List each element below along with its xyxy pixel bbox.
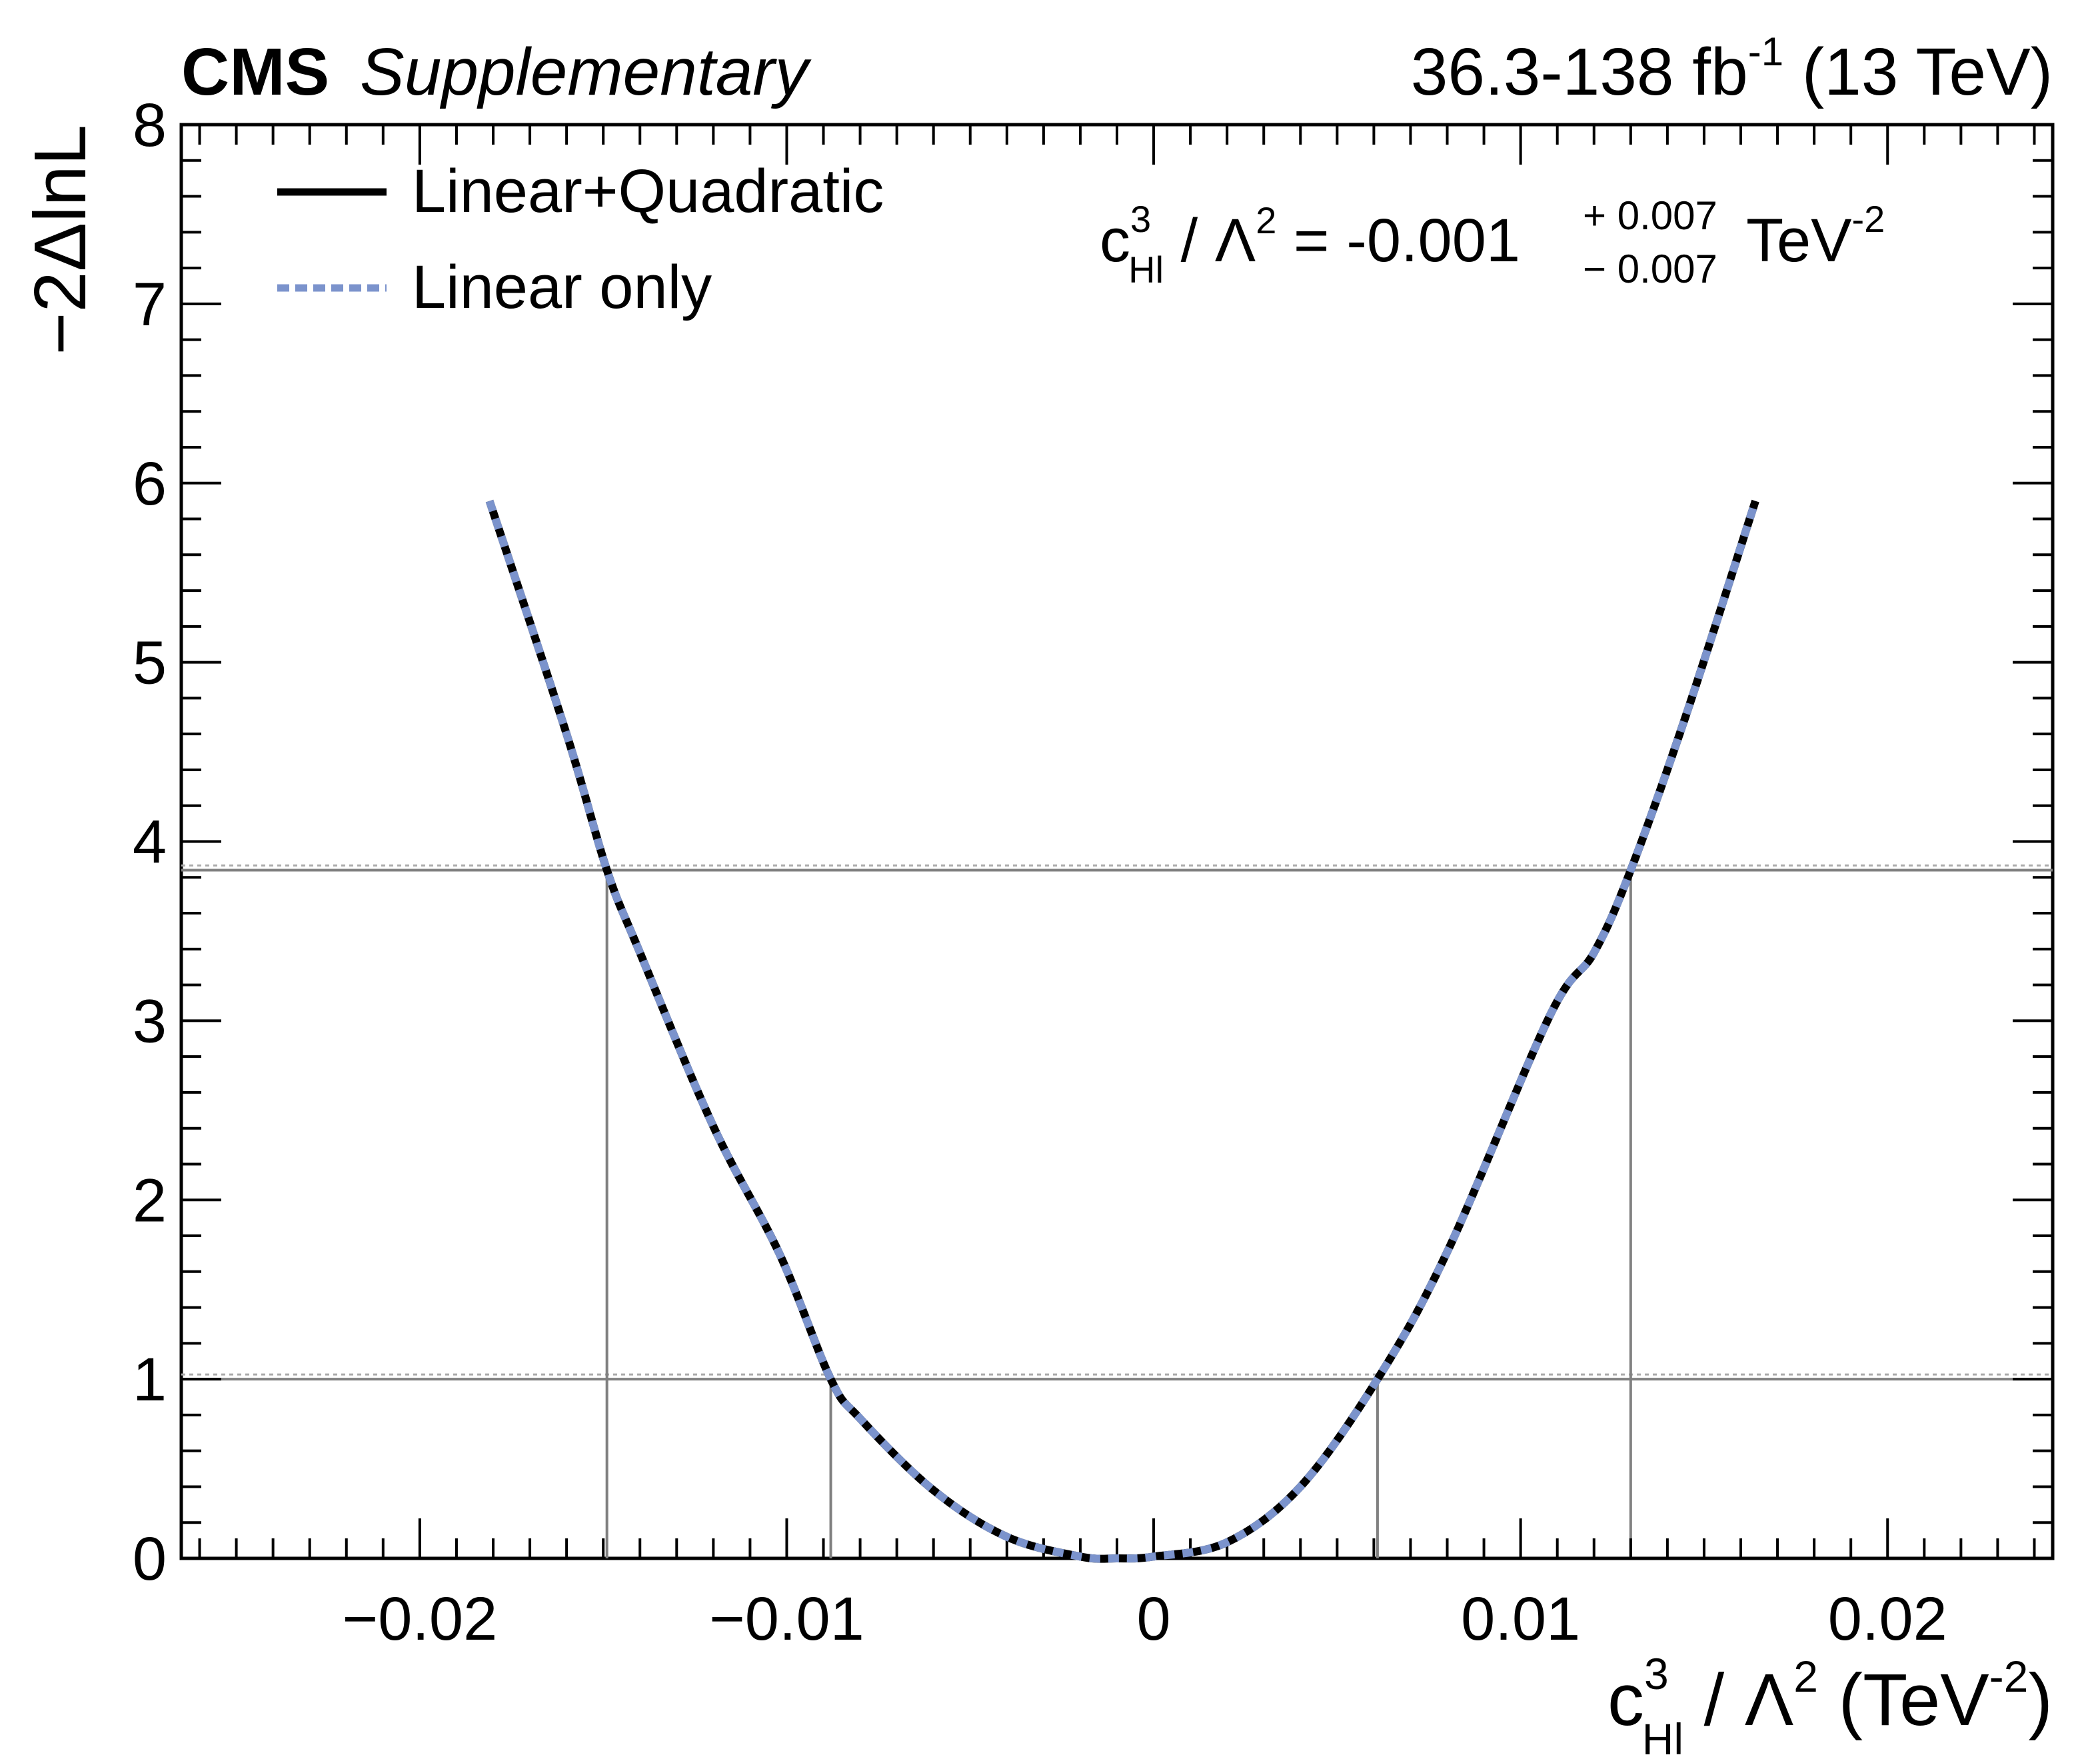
y-axis-title: −2ΔlnL	[19, 125, 101, 355]
x-tick-label: 0	[1136, 1585, 1170, 1653]
fit-result-error-up: + 0.007	[1583, 193, 1717, 238]
fit-result-error-down: − 0.007	[1583, 247, 1717, 291]
supplementary-label: Supplementary	[360, 35, 812, 109]
x-axis: −0.02 −0.01 0 0.01 0.02	[198, 125, 2036, 1653]
x-axis-title: c3 Hl / Λ2 (TeV-2)	[1607, 1649, 2053, 1763]
legend: Linear+Quadratic Linear only	[277, 157, 884, 321]
x-tick-label: −0.01	[709, 1585, 864, 1653]
y-axis: 0 1 2 3 4 5 6 7 8	[133, 91, 2053, 1593]
y-tick-label: 2	[133, 1166, 167, 1234]
x-tick-label: 0.02	[1828, 1585, 1947, 1653]
experiment-label: CMS	[181, 35, 329, 109]
reference-lines	[181, 865, 2053, 1558]
lumi-label: 36.3-138 fb-1 (13 TeV)	[1411, 29, 2053, 109]
y-tick-label: 0	[133, 1525, 167, 1593]
fit-result: c3 Hl / Λ2 = -0.001 + 0.007 − 0.007 TeV-2	[1100, 193, 1885, 291]
fit-result-unit: TeV-2	[1746, 198, 1885, 275]
y-tick-label: 3	[133, 987, 167, 1055]
legend-label-linear-quadratic: Linear+Quadratic	[412, 157, 884, 225]
y-tick-label: 6	[133, 450, 167, 518]
y-tick-label: 5	[133, 629, 167, 697]
x-tick-label: −0.02	[342, 1585, 497, 1653]
y-tick-label: 4	[133, 809, 167, 877]
y-tick-label: 1	[133, 1346, 167, 1414]
legend-label-linear-only: Linear only	[412, 253, 712, 321]
fit-result-lhs: c3 Hl / Λ2 = -0.001	[1100, 198, 1520, 291]
x-tick-label: 0.01	[1461, 1585, 1580, 1653]
series-line-linear-only	[485, 499, 1759, 1563]
y-tick-label: 7	[133, 271, 167, 339]
y-tick-label: 8	[133, 91, 167, 159]
series-layer	[485, 499, 1759, 1563]
